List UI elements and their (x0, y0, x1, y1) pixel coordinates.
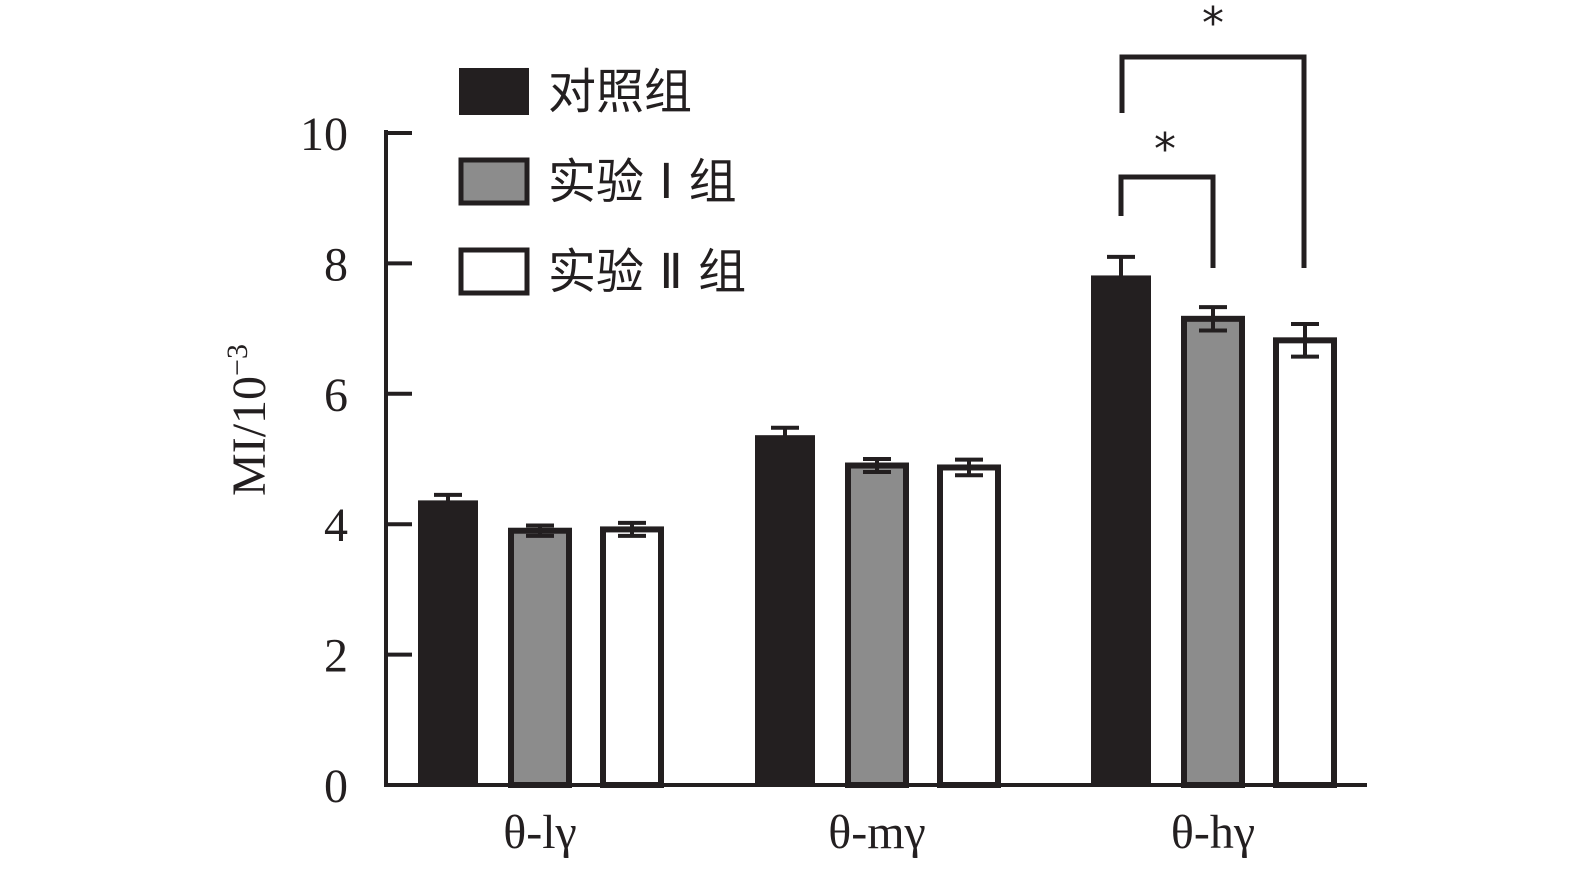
y-ticks-layer: 0 2 4 6 8 10 (300, 108, 412, 813)
bar-series0-cat0 (418, 500, 478, 786)
significance-layer: * * (1118, 0, 1307, 268)
y-tick-label-2: 4 (324, 499, 348, 552)
y-tick-label-0: 0 (324, 760, 348, 813)
legend-swatch-exp1 (458, 157, 530, 206)
x-category-label-0: θ-lγ (503, 806, 577, 859)
legend-label-control: 对照组 (548, 64, 692, 120)
y-tick-label-1: 2 (324, 630, 348, 683)
y-axis-label-exponent: −3 (221, 344, 254, 376)
legend-swatch-control (459, 68, 529, 115)
significance-bracket-inner (1118, 174, 1216, 268)
bar-series0-cat1 (755, 435, 815, 786)
bar-series2-cat0 (600, 526, 664, 789)
x-category-label-1: θ-mγ (828, 806, 926, 859)
x-category-label-2: θ-hγ (1171, 806, 1255, 859)
legend-label-exp1: 实验 I 组 (548, 154, 737, 210)
bar-series1-cat1 (845, 462, 909, 788)
y-tick-label-4: 8 (324, 238, 348, 291)
bar-series2-cat2 (1273, 337, 1337, 788)
legend-label-exp2: 实验 Ⅱ 组 (548, 244, 746, 300)
y-axis-label-main: MI/10 (223, 376, 276, 496)
x-categories-layer: θ-lγ θ-mγ θ-hγ (503, 806, 1255, 859)
bar-series0-cat2 (1091, 275, 1151, 786)
bar-series1-cat2 (1181, 315, 1245, 788)
significance-star-outer: * (1202, 0, 1224, 49)
significance-star-inner: * (1154, 124, 1176, 175)
bar-series1-cat0 (508, 527, 572, 788)
error-bars-layer (434, 254, 1319, 538)
y-tick-label-3: 6 (324, 369, 348, 422)
legend: 对照组 实验 I 组 实验 Ⅱ 组 (458, 64, 746, 300)
y-tick-label-5: 10 (300, 108, 348, 161)
axes-layer (384, 130, 1367, 787)
significance-bracket-outer (1119, 54, 1307, 268)
bars-layer (418, 275, 1337, 789)
bar-series2-cat1 (937, 464, 1001, 788)
legend-swatch-exp2 (458, 247, 530, 296)
y-axis-label: MI/10−3 (221, 344, 276, 496)
